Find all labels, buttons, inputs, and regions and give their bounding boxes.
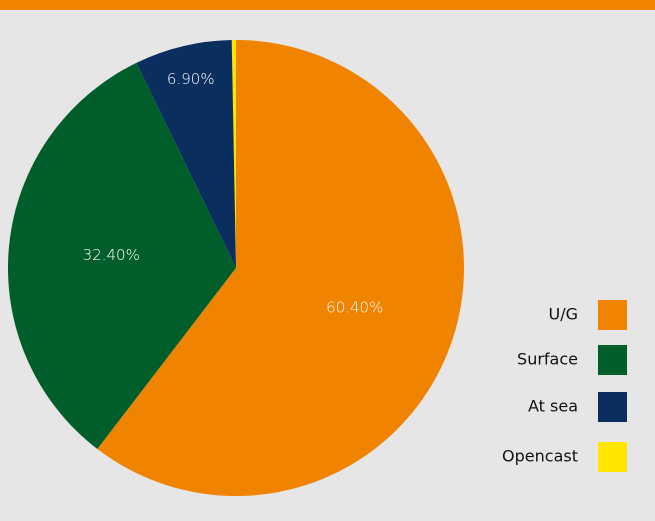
legend-swatch — [598, 442, 627, 472]
slice-label: 60.40% — [326, 299, 383, 317]
legend-label: At sea — [528, 397, 578, 416]
pie-slice — [97, 40, 464, 497]
pie-slice — [8, 62, 236, 450]
legend-swatch — [598, 300, 627, 330]
pie-slice — [136, 40, 236, 269]
top-bar — [0, 0, 655, 10]
legend-swatch — [598, 392, 627, 422]
legend-swatch — [598, 345, 627, 375]
pie-slice — [231, 40, 236, 268]
legend-label: U/G — [549, 305, 579, 324]
slice-label: 32.40% — [83, 246, 140, 264]
slice-label: 6.90% — [167, 70, 215, 88]
legend-label: Opencast — [502, 447, 578, 466]
legend-label: Surface — [517, 350, 578, 369]
